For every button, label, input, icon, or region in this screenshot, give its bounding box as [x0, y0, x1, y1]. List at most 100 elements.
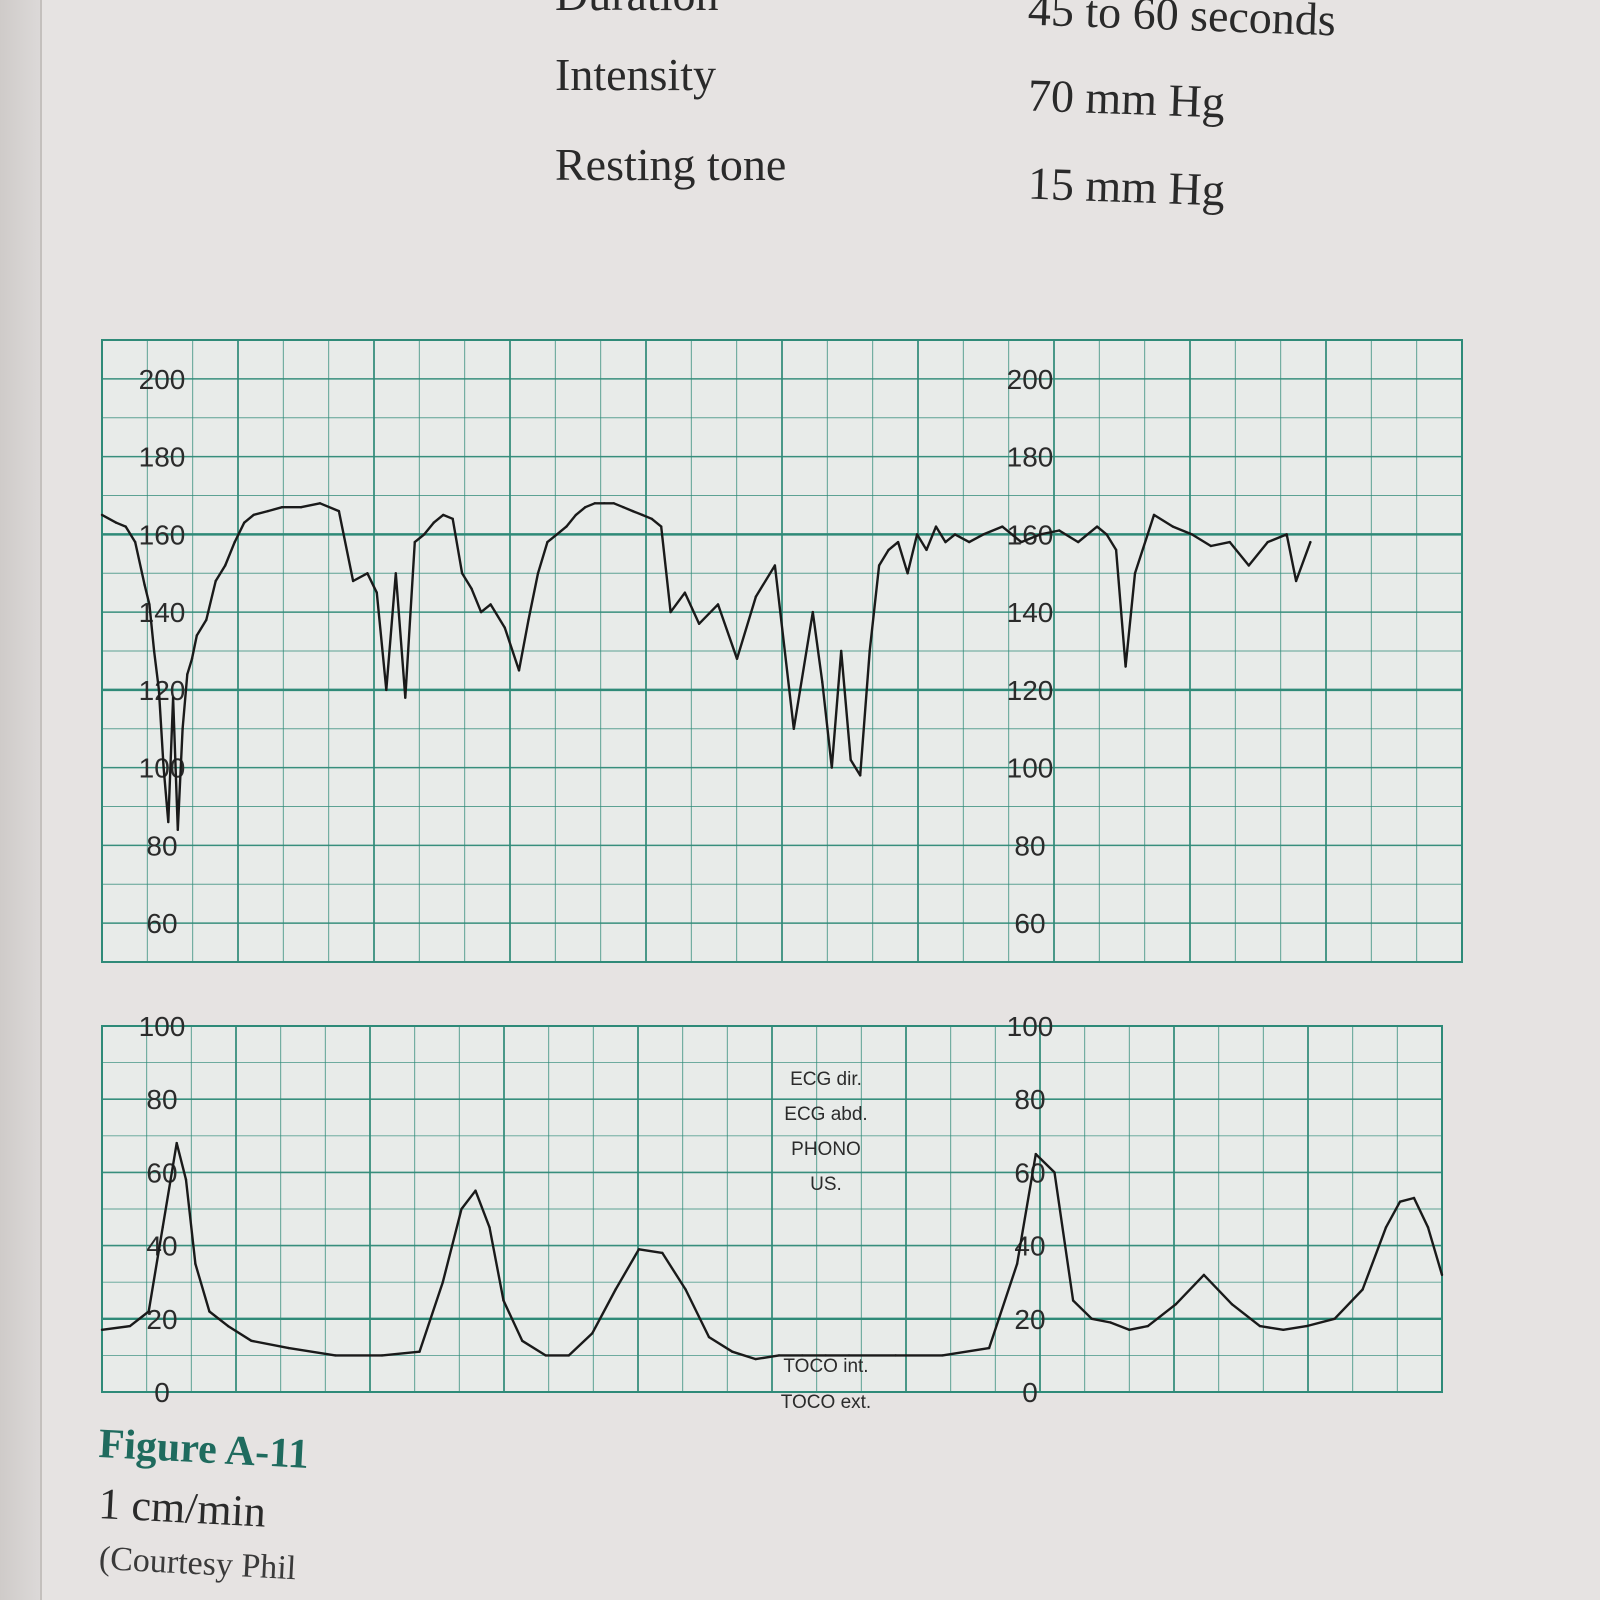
- uterine-activity-point: [1384, 1226, 1388, 1229]
- uterine-activity-point: [1282, 1328, 1285, 1332]
- fetal-heart-rate-point: [432, 521, 435, 524]
- fetal-heart-rate-point: [555, 533, 559, 536]
- fetal-heart-rate-point: [1171, 525, 1175, 528]
- uterine-activity-point: [684, 1288, 687, 1291]
- uterine-activity-point: [1202, 1273, 1206, 1277]
- uterine-activity-point: [334, 1354, 337, 1357]
- uterine-activity-tick-label: 20: [1014, 1304, 1045, 1335]
- uterine-activity-tick-label: 100: [139, 1011, 186, 1042]
- uterine-activity-point: [567, 1354, 571, 1357]
- uterine-activity-point: [1361, 1288, 1364, 1291]
- fetal-heart-rate-tick-label: 120: [139, 675, 186, 706]
- uterine-activity-point: [1412, 1196, 1416, 1200]
- uterine-activity-point: [161, 1226, 164, 1229]
- fetal-heart-rate-point: [915, 533, 919, 536]
- fetal-heart-rate-point: [735, 657, 739, 660]
- uterine-activity-point: [502, 1299, 505, 1302]
- fetal-heart-rate-tick-label: 80: [146, 830, 177, 861]
- fetal-heart-rate-point: [650, 517, 653, 520]
- uterine-activity-point: [614, 1288, 617, 1291]
- fetal-heart-rate-point: [697, 622, 701, 625]
- uterine-activity-point: [824, 1354, 827, 1357]
- fetal-heart-rate-point: [859, 774, 862, 777]
- fetal-heart-rate-point: [266, 509, 270, 513]
- uterine-activity-point: [194, 1262, 197, 1266]
- fetal-heart-rate-point: [124, 525, 127, 528]
- fetal-heart-rate-point: [143, 583, 146, 587]
- fetal-heart-rate-tick-label: 80: [1014, 830, 1045, 861]
- fetal-heart-rate-point: [1039, 533, 1042, 536]
- fetal-heart-rate-point: [423, 533, 426, 536]
- uterine-activity-point: [987, 1346, 991, 1350]
- fetal-heart-rate-point: [517, 669, 521, 672]
- fetal-heart-rate-point: [849, 758, 852, 762]
- fetal-heart-rate-point: [574, 513, 578, 517]
- fetal-heart-rate-point: [584, 506, 587, 509]
- fetal-heart-rate-point: [1077, 540, 1080, 544]
- uterine-activity-point: [754, 1357, 757, 1361]
- fetal-heart-rate-point: [1058, 529, 1061, 532]
- uterine-activity-point: [460, 1207, 463, 1211]
- fetal-heart-rate-point: [404, 696, 407, 699]
- uterine-activity-point: [591, 1332, 594, 1335]
- fetal-heart-rate-point: [811, 610, 814, 614]
- fetal-heart-rate-point: [840, 649, 843, 653]
- fetal-heart-rate-point: [1133, 572, 1137, 575]
- fetal-heart-rate-point: [243, 521, 246, 524]
- fetal-heart-rate-point: [176, 828, 179, 831]
- uterine-activity-point: [380, 1354, 384, 1357]
- fetal-heart-rate-point: [167, 820, 170, 824]
- fetal-heart-rate-point: [925, 548, 928, 552]
- fetal-heart-rate-point: [821, 680, 824, 684]
- fetal-heart-rate-point: [896, 540, 900, 544]
- fetal-heart-rate-point: [190, 657, 194, 660]
- fetal-heart-rate-point: [1294, 579, 1298, 583]
- uterine-activity-point: [184, 1178, 188, 1181]
- mode-label: ECG dir.: [790, 1069, 862, 1090]
- uterine-activity-point: [1146, 1324, 1150, 1328]
- uterine-activity-point: [1071, 1299, 1075, 1302]
- fetal-heart-rate-tick-label: 160: [139, 519, 186, 550]
- uterine-activity-point: [1109, 1321, 1112, 1324]
- fetal-heart-rate-point: [1209, 544, 1213, 548]
- fetal-heart-rate-point: [195, 634, 198, 637]
- mode-label: US.: [810, 1174, 842, 1195]
- mode-label: PHONO: [791, 1139, 861, 1160]
- uterine-activity-point: [637, 1248, 641, 1251]
- fetal-heart-rate-point: [877, 564, 881, 567]
- fetal-heart-rate-point: [366, 572, 369, 575]
- fetal-heart-rate-point: [527, 618, 530, 622]
- uterine-activity-point: [521, 1339, 524, 1343]
- fetal-heart-rate-tick-label: 200: [139, 364, 186, 395]
- uterine-activity-tick-label: 80: [146, 1084, 177, 1115]
- fetal-heart-rate-point: [754, 595, 758, 598]
- fetal-heart-rate-point: [157, 688, 161, 692]
- fetal-heart-rate-point: [318, 502, 322, 505]
- fetal-heart-rate-point: [631, 509, 634, 513]
- mode-label: TOCO ext.: [781, 1392, 871, 1413]
- fetal-heart-rate-tick-label: 120: [1007, 675, 1054, 706]
- fetal-heart-rate-point: [1152, 513, 1156, 517]
- fetal-heart-rate-point: [1020, 540, 1023, 544]
- fetal-heart-rate-point: [224, 564, 227, 567]
- mode-label: ECG abd.: [784, 1104, 867, 1125]
- fetal-heart-rate-point: [660, 525, 663, 528]
- uterine-activity-tick-label: 20: [146, 1304, 177, 1335]
- uterine-activity-point: [128, 1324, 132, 1328]
- fetal-heart-rate-point: [299, 506, 303, 509]
- fetal-heart-rate-point: [683, 591, 687, 594]
- uterine-activity-point: [226, 1324, 230, 1328]
- uterine-activity-point: [488, 1226, 491, 1229]
- fetal-heart-rate-point: [830, 766, 833, 769]
- fetal-heart-rate-point: [716, 603, 720, 606]
- mode-label: TOCO int.: [783, 1356, 868, 1377]
- page-spine: [40, 0, 42, 1600]
- uterine-activity-point: [544, 1354, 547, 1357]
- fetal-heart-rate-point: [205, 618, 208, 622]
- uterine-activity-point: [1090, 1317, 1094, 1321]
- fetal-heart-rate-point: [489, 603, 492, 606]
- fetal-heart-rate-point: [385, 688, 388, 692]
- uterine-activity-point: [661, 1251, 664, 1255]
- uterine-activity-point: [941, 1354, 944, 1357]
